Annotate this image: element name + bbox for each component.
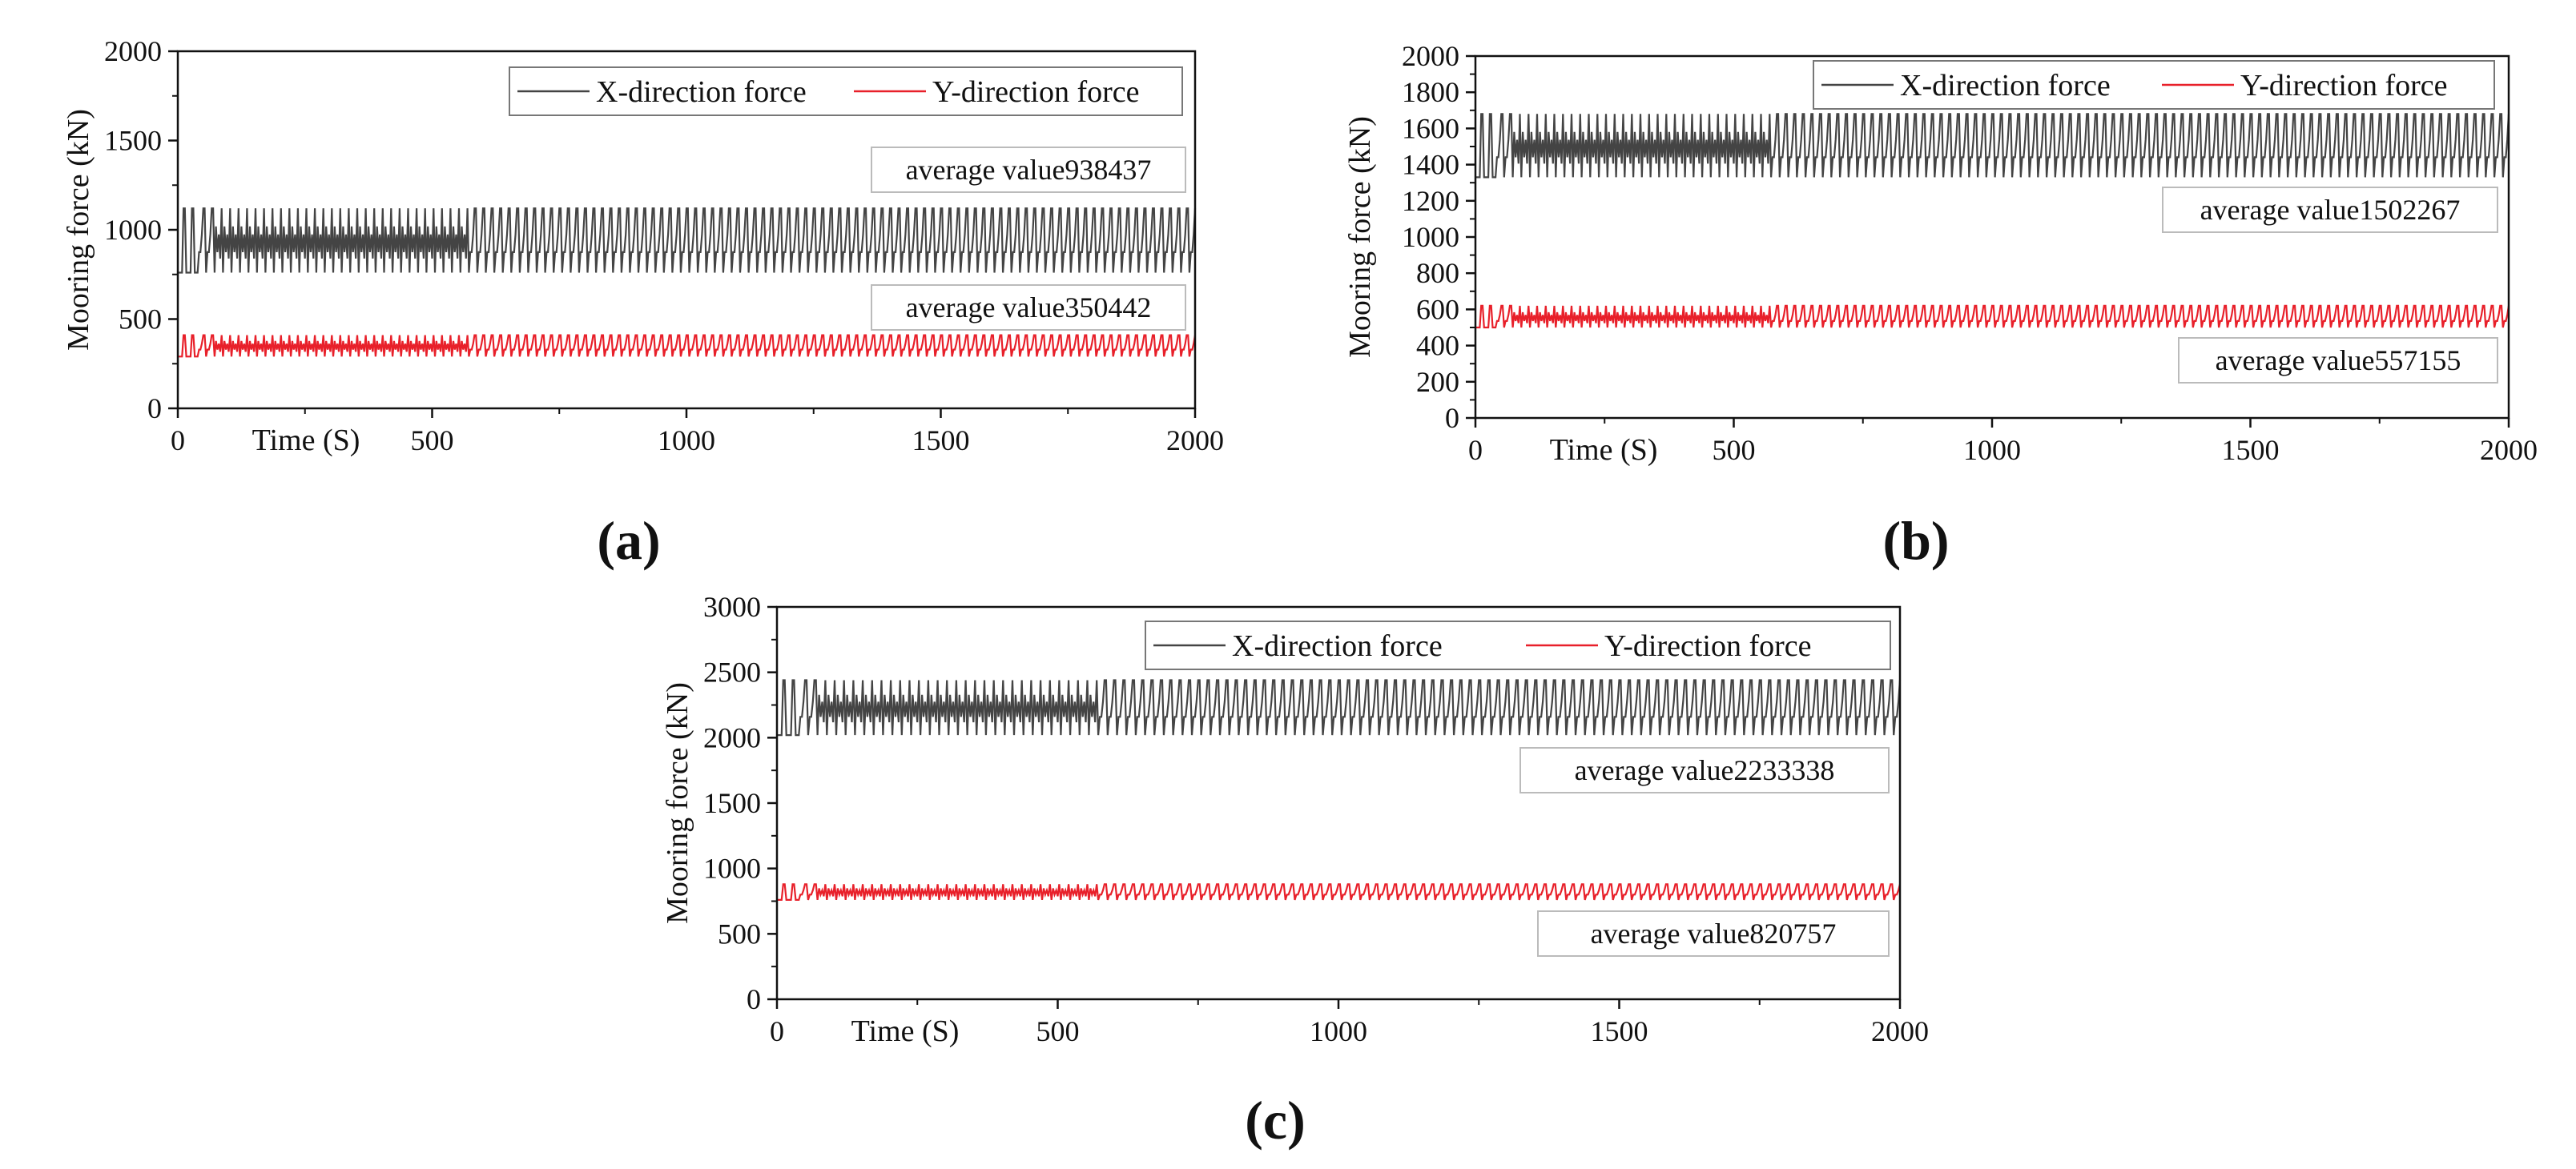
chart-panel-a: 0 500 1000 1500 2000 0 500 1000 1500 2000 Time (S)… [62, 35, 1224, 571]
y-tick-label: 1800 [1402, 76, 1459, 108]
legend-label-x-direction: X-direction force [596, 75, 807, 109]
y-axis-label: Mooring force (kN) [661, 682, 694, 924]
legend: X-direction force Y-direction force [1145, 621, 1891, 670]
x-axis-label: Time (S) [851, 1014, 960, 1048]
x-tick-label: 1000 [1310, 1015, 1367, 1047]
series-line-x-direction [178, 207, 1197, 274]
x-tick-label: 2000 [2480, 434, 2538, 466]
y-tick-label: 3000 [703, 591, 761, 623]
legend-label-y-direction: Y-direction force [1604, 629, 1812, 663]
average-value-annotation: average value938437 [906, 154, 1152, 186]
average-box [871, 147, 1186, 193]
y-tick-label: 400 [1416, 330, 1459, 362]
series-line-y-direction [178, 334, 1197, 358]
average-box [2162, 187, 2498, 233]
y-tick-label: 2000 [703, 721, 761, 753]
series-line-x-direction [777, 679, 1902, 737]
series-line-y-direction [1475, 304, 2510, 329]
x-axis-label: Time (S) [252, 424, 360, 457]
average-value-annotation: average value820757 [1591, 918, 1837, 950]
y-tick-label: 1200 [1402, 185, 1459, 217]
legend-box [509, 66, 1183, 116]
y-tick-label: 0 [147, 392, 162, 424]
y-tick-label: 0 [747, 983, 761, 1015]
legend-label-x-direction: X-direction force [1232, 629, 1443, 663]
x-tick-label: 500 [1036, 1015, 1080, 1047]
legend-label-y-direction: Y-direction force [2240, 69, 2448, 102]
x-tick-label: 2000 [1166, 424, 1224, 456]
average-box [871, 284, 1186, 331]
panel-label: (a) [597, 510, 660, 571]
y-axis-label: Mooring force (kN) [62, 109, 95, 351]
x-tick-label: 1000 [1963, 434, 2021, 466]
x-tick-label: 0 [770, 1015, 784, 1047]
legend-label-y-direction: Y-direction force [932, 75, 1140, 109]
average-value-annotation: average value2233338 [1575, 754, 1835, 786]
series-line-y-direction [777, 883, 1902, 902]
average-box [1537, 910, 1890, 957]
y-tick-label: 1000 [703, 853, 761, 885]
legend-box [1145, 621, 1891, 670]
legend-box [1813, 60, 2495, 110]
chart-panel-b: 0 200 400 600 800 1000 1200 1400 1600 1800 2000 0 50… [1343, 40, 2538, 571]
y-tick-label: 2000 [104, 35, 162, 67]
x-tick-label: 1500 [1591, 1015, 1648, 1047]
y-tick-label: 500 [718, 918, 761, 950]
y-axis-label: Mooring force (kN) [1343, 116, 1377, 358]
y-tick-label: 800 [1416, 257, 1459, 289]
y-tick-label: 0 [1445, 402, 1459, 434]
x-tick-label: 1500 [2222, 434, 2280, 466]
y-tick-label: 600 [1416, 293, 1459, 325]
y-tick-label: 2500 [703, 657, 761, 689]
x-tick-label: 2000 [1871, 1015, 1929, 1047]
y-tick-label: 1000 [104, 214, 162, 246]
y-tick-label: 200 [1416, 366, 1459, 398]
panel-label: (c) [1245, 1090, 1305, 1151]
legend-label-x-direction: X-direction force [1900, 69, 2111, 102]
x-tick-label: 0 [1468, 434, 1483, 466]
y-tick-label: 1500 [703, 787, 761, 819]
average-box [2178, 337, 2498, 384]
y-tick-label: 500 [119, 303, 162, 335]
x-tick-label: 1000 [658, 424, 715, 456]
y-tick-label: 1600 [1402, 112, 1459, 144]
y-tick-label: 1500 [104, 125, 162, 157]
average-box [1519, 747, 1890, 793]
legend: X-direction force Y-direction force [509, 66, 1183, 116]
x-tick-label: 500 [411, 424, 454, 456]
series-line-x-direction [1475, 113, 2510, 179]
y-tick-label: 1400 [1402, 149, 1459, 181]
average-value-annotation: average value1502267 [2200, 194, 2461, 226]
x-axis-label: Time (S) [1550, 433, 1658, 467]
panel-label: (b) [1882, 510, 1949, 571]
y-tick-label: 2000 [1402, 40, 1459, 72]
average-value-annotation: average value557155 [2216, 344, 2461, 376]
average-value-annotation: average value350442 [906, 291, 1152, 323]
chart-panel-c: 0 500 1000 1500 2000 2500 3000 0 500 1000 1500 2000… [661, 591, 1929, 1151]
x-tick-label: 0 [171, 424, 185, 456]
y-tick-label: 1000 [1402, 221, 1459, 253]
x-tick-label: 1500 [912, 424, 970, 456]
x-tick-label: 500 [1713, 434, 1756, 466]
legend: X-direction force Y-direction force [1813, 60, 2495, 110]
